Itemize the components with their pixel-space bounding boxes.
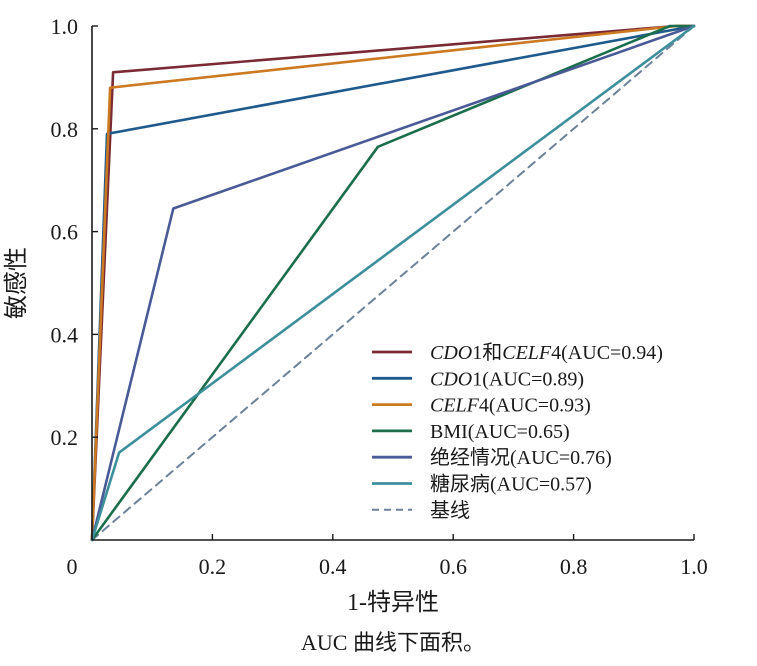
legend-label: CELF4(AUC=0.93) xyxy=(430,395,591,417)
legend-label: 基线 xyxy=(430,499,470,522)
x-tick-label: 0.6 xyxy=(439,554,467,579)
y-tick-label: 0.2 xyxy=(51,425,79,450)
legend: CDO1和CELF4(AUC=0.94) CDO1(AUC=0.89) CELF4(… xyxy=(372,341,663,522)
x-axis-title: 1-特异性 xyxy=(347,589,439,616)
x-tick-label: 0.8 xyxy=(560,554,588,579)
series-layer xyxy=(90,24,696,542)
y-tick-label: 0.6 xyxy=(51,220,79,245)
y-tick-label: 1.0 xyxy=(51,14,79,39)
x-tick-label: 0 xyxy=(67,554,78,579)
y-tick-label: 0.8 xyxy=(51,117,79,142)
figure-caption: AUC 曲线下面积。 xyxy=(301,630,485,655)
y-tick-label: 0.4 xyxy=(51,322,79,347)
x-tick-label: 1.0 xyxy=(680,554,708,579)
legend-label: 糖尿病(AUC=0.57) xyxy=(430,473,592,496)
series-line xyxy=(91,25,695,541)
legend-label: BMI(AUC=0.65) xyxy=(430,421,570,443)
series-line xyxy=(90,24,696,542)
legend-label: 绝经情况(AUC=0.76) xyxy=(430,446,612,469)
x-tick-label: 0.4 xyxy=(319,554,347,579)
series-line xyxy=(90,24,696,542)
legend-label: CDO1(AUC=0.89) xyxy=(430,368,584,390)
ticks-layer: 0 0.2 0.4 0.6 0.8 1.0 0.2 0.4 0.6 0.8 1.0 xyxy=(51,14,708,579)
y-axis-title: 敏感性 xyxy=(3,247,30,319)
x-tick-label: 0.2 xyxy=(199,554,227,579)
legend-label: CDO1和CELF4(AUC=0.94) xyxy=(430,341,663,364)
